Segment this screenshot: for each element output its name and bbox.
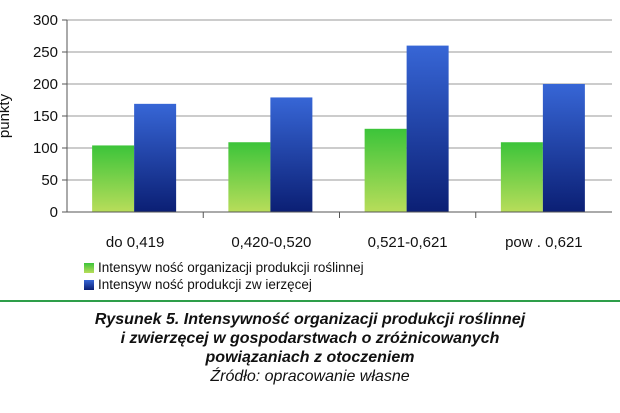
caption-title-line-3: powiązaniach z otoczeniem: [205, 349, 415, 366]
legend-swatch-animal: [84, 279, 94, 290]
legend: Intensyw ność organizacji produkcji rośl…: [84, 259, 364, 293]
caption-source: Źródło: opracowanie własne: [210, 368, 410, 385]
y-tick-label: 200: [33, 76, 58, 93]
caption-title-line-2: i zwierzęcej w gospodarstwach o zróżnico…: [120, 330, 500, 347]
legend-swatch-plant: [84, 262, 94, 273]
legend-label-plant: Intensyw ność organizacji produkcji rośl…: [98, 259, 364, 275]
y-tick-label: 50: [41, 172, 58, 189]
y-tick-label: 0: [50, 204, 58, 221]
caption-title-line-1: Rysunek 5. Intensywność organizacji prod…: [94, 311, 526, 328]
bar-plant: [228, 142, 271, 212]
bar-animal: [542, 84, 585, 212]
x-tick-label: do 0,419: [106, 234, 164, 251]
bar-animal: [134, 103, 177, 212]
bar-animal: [406, 45, 449, 212]
divider-line: [0, 300, 620, 302]
bar-plant: [92, 145, 135, 212]
legend-label-animal: Intensyw ność produkcji zw ierzęcej: [98, 276, 312, 292]
y-tick-label: 300: [33, 12, 58, 29]
bar-plant: [364, 128, 407, 212]
legend-item-plant: Intensyw ność organizacji produkcji rośl…: [84, 259, 364, 276]
x-tick-label: 0,420-0,520: [231, 234, 311, 251]
bar-animal: [270, 97, 313, 212]
bar-chart: 0 50 100 150 200 250 300 do 0,419 0,420-0,520 0,5…: [0, 12, 612, 251]
x-tick-label: 0,521-0,621: [368, 234, 448, 251]
x-tick-label: pow . 0,621: [505, 234, 583, 251]
y-tick-label: 250: [33, 44, 58, 61]
bar-plant: [500, 142, 543, 212]
y-axis-label: punkty: [0, 93, 13, 138]
y-tick-label: 100: [33, 140, 58, 157]
legend-item-animal: Intensyw ność produkcji zw ierzęcej: [84, 276, 364, 293]
figure-caption: Rysunek 5. Intensywność organizacji prod…: [0, 310, 620, 386]
y-tick-label: 150: [33, 108, 58, 125]
